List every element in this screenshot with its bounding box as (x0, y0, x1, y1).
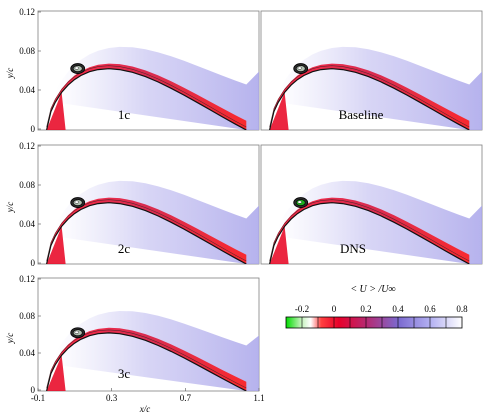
x-tick-label: 1.1 (253, 393, 264, 403)
x-axis-label: x/c (139, 404, 151, 414)
colorbar-title: < U > /U∞ (350, 284, 395, 295)
airfoil-surface (46, 332, 247, 391)
panel-label: 1c (118, 107, 131, 122)
y-axis-label-3: y/c (5, 333, 15, 345)
y-tick-label: 0 (31, 258, 36, 268)
bubble-center (297, 200, 302, 204)
y-tick-label: 0 (31, 385, 36, 395)
panel-pdns: DNS (260, 144, 483, 265)
streamline (46, 199, 247, 262)
colorbar-tick-label: 0.2 (360, 304, 371, 314)
streamline (269, 65, 470, 128)
panel-label: 2c (118, 241, 131, 256)
x-tick-label: -0.1 (31, 393, 45, 403)
leading-edge-region (269, 226, 289, 264)
bubble-center (74, 66, 79, 70)
y-tick-label: 0.04 (19, 348, 35, 358)
y-axis-label-1: y/c (5, 68, 15, 80)
x-tick-label: 0.7 (180, 393, 192, 403)
leading-edge-region (46, 226, 66, 264)
leading-edge-region (46, 92, 66, 130)
colorbar-tick-label: -0.2 (295, 304, 309, 314)
y-tick-label: 0.04 (19, 219, 35, 229)
colorbar-tick-label: 0.6 (424, 304, 436, 314)
y-axis-label-2: y/c (5, 202, 15, 214)
panel-label: 3c (118, 366, 131, 381)
y-tick-label: 0.08 (19, 311, 35, 321)
bubble-center (297, 66, 302, 70)
bubble-center (74, 330, 79, 334)
airfoil-surface (269, 202, 470, 264)
leading-edge-region (269, 92, 289, 130)
colorbar-tick-label: 0.4 (392, 304, 404, 314)
panel-p2c: 2c 0.12 0.08 0.04 0 (19, 141, 260, 268)
streamline (46, 65, 247, 128)
airfoil-surface (46, 202, 247, 264)
colorbar-tick-label: 0.8 (456, 304, 468, 314)
panel-label: Baseline (339, 107, 384, 122)
colorbar-bar (285, 316, 463, 329)
y-tick-label: 0.12 (19, 141, 35, 151)
panel-p3c: 3c 0.12 0.08 0.04 0-0.1 0.3 0.7 1.1 (19, 274, 264, 403)
leading-edge-region (46, 355, 66, 391)
y-tick-label: 0 (31, 124, 36, 134)
airfoil-surface (46, 68, 247, 130)
airfoil-surface (269, 68, 470, 130)
x-tick-label: 0.3 (106, 393, 118, 403)
panel-pbase: Baseline (260, 10, 483, 131)
y-tick-label: 0.12 (19, 7, 35, 17)
streamline (46, 329, 247, 389)
y-tick-label: 0.12 (19, 274, 35, 284)
panel-p1c: 1c 0.12 0.08 0.04 0 (19, 7, 260, 134)
colorbar: < U > /U∞ -0.2 0 0.2 0.4 0.6 0.8 (285, 284, 468, 329)
streamline (269, 199, 470, 262)
colorbar-tick-label: 0 (332, 304, 337, 314)
y-tick-label: 0.08 (19, 46, 35, 56)
y-tick-label: 0.04 (19, 85, 35, 95)
panel-label: DNS (340, 241, 366, 256)
bubble-center (74, 200, 79, 204)
y-tick-label: 0.08 (19, 180, 35, 190)
